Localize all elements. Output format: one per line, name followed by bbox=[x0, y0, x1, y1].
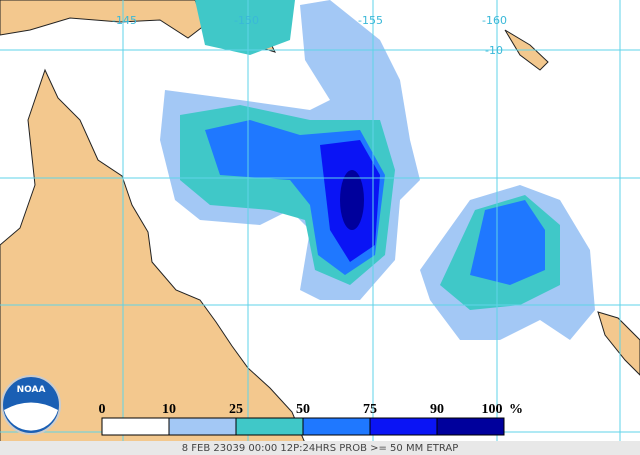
legend-swatch bbox=[369, 417, 438, 436]
legend-tick: 25 bbox=[229, 402, 243, 417]
lat-label: -10 bbox=[485, 44, 503, 57]
legend-swatch bbox=[101, 417, 170, 436]
legend: 0 10 25 50 75 90 100% bbox=[99, 402, 523, 436]
footer: 8 FEB 23039 00:00 12P:24HRS PROB >= 50 M… bbox=[182, 443, 458, 454]
lon-label: -160 bbox=[482, 14, 507, 27]
legend-tick: 75 bbox=[363, 402, 377, 417]
lon-label: -145 bbox=[112, 14, 137, 27]
precipitation bbox=[160, 0, 595, 340]
legend-swatch bbox=[168, 417, 237, 436]
legend-swatch bbox=[235, 417, 304, 436]
legend-swatch bbox=[436, 417, 505, 436]
legend-tick: 90 bbox=[430, 402, 444, 417]
legend-tick: 10 bbox=[162, 402, 176, 417]
legend-tick: 0 bbox=[99, 402, 106, 417]
logo: NOAA bbox=[1, 375, 61, 435]
legend-tick: 100 bbox=[482, 402, 503, 417]
legend-swatch bbox=[302, 417, 371, 436]
legend-unit: % bbox=[509, 402, 523, 417]
lon-label: -150 bbox=[234, 14, 259, 27]
footer-bar bbox=[0, 441, 640, 455]
logo-text: NOAA bbox=[17, 385, 46, 395]
legend-tick: 50 bbox=[296, 402, 310, 417]
lon-label: -155 bbox=[358, 14, 383, 27]
